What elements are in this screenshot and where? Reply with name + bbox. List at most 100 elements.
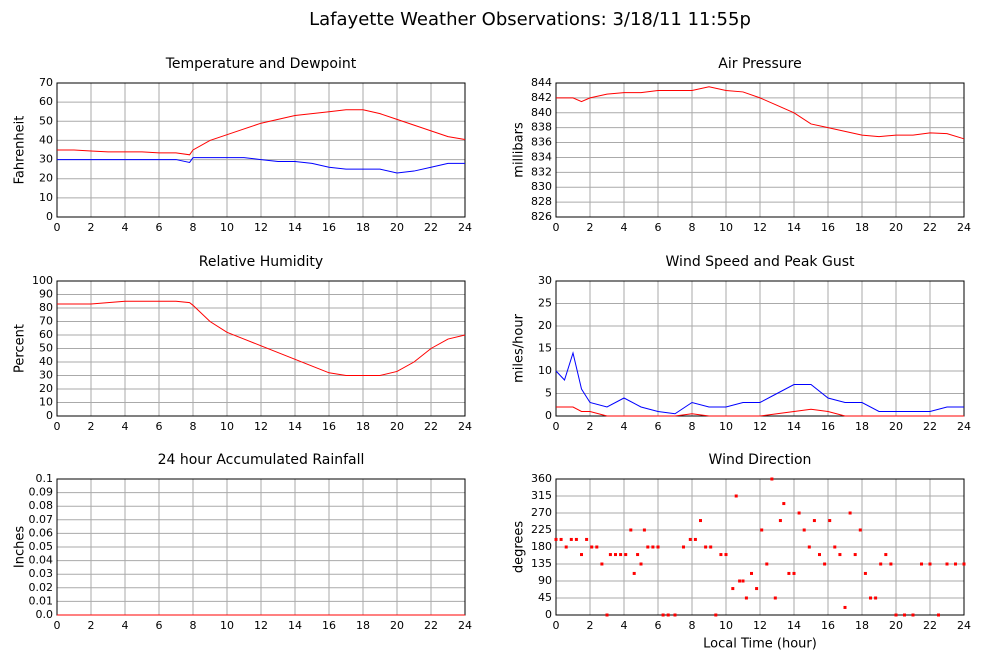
x-tick-label: 8	[190, 619, 197, 632]
x-tick-label: 6	[156, 420, 163, 433]
x-tick-label: 22	[923, 221, 937, 234]
x-tick-label: 20	[390, 619, 404, 632]
data-point	[782, 502, 786, 506]
y-tick-label: 842	[531, 91, 552, 104]
y-tick-label: 0.07	[29, 513, 54, 526]
data-point	[853, 553, 857, 557]
x-tick-label: 18	[855, 619, 869, 632]
y-tick-label: 70	[39, 315, 53, 328]
data-point	[585, 537, 589, 541]
y-axis-label: millibars	[512, 122, 527, 178]
y-tick-label: 10	[39, 191, 53, 204]
page-title: Lafayette Weather Observations: 3/18/11 …	[309, 9, 751, 30]
data-point	[838, 553, 842, 557]
plot-frame	[555, 82, 965, 218]
panel-title: Wind Speed and Peak Gust	[666, 254, 855, 270]
panel-title: 24 hour Accumulated Rainfall	[158, 452, 365, 468]
y-tick-label: 20	[39, 172, 53, 185]
data-point	[629, 528, 633, 532]
data-point	[807, 545, 811, 549]
data-line	[556, 406, 964, 417]
data-point	[642, 528, 646, 532]
y-tick-label: 0	[46, 409, 53, 422]
data-point	[823, 562, 827, 566]
data-point	[920, 562, 923, 566]
x-tick-label: 16	[322, 221, 336, 234]
data-point	[666, 613, 670, 617]
x-tick-label: 14	[288, 221, 302, 234]
x-tick-label: 16	[821, 420, 835, 433]
y-tick-label: 832	[531, 165, 552, 178]
data-line	[57, 157, 465, 174]
data-point	[833, 545, 837, 549]
x-tick-label: 10	[719, 420, 733, 433]
data-point	[651, 545, 655, 549]
data-point	[792, 571, 796, 575]
x-tick-label: 0	[54, 221, 61, 234]
y-tick-label: 0	[545, 608, 552, 621]
data-point	[812, 519, 816, 523]
y-tick-label: 0.09	[29, 486, 54, 499]
data-point	[778, 519, 782, 523]
y-tick-label: 838	[531, 121, 552, 134]
x-tick-label: 8	[190, 221, 197, 234]
y-tick-label: 135	[531, 557, 552, 570]
data-point	[731, 587, 735, 591]
x-tick-label: 24	[458, 619, 472, 632]
x-tick-label: 18	[356, 619, 370, 632]
data-point	[699, 519, 702, 523]
x-tick-label: 2	[587, 619, 594, 632]
data-point	[750, 571, 753, 575]
data-point	[704, 545, 708, 549]
data-point	[688, 537, 692, 541]
x-tick-label: 6	[156, 221, 163, 234]
data-point	[765, 562, 769, 566]
y-tick-label: 20	[538, 319, 552, 332]
y-tick-label: 30	[39, 369, 53, 382]
y-axis-label: Fahrenheit	[13, 116, 28, 185]
x-tick-label: 20	[390, 420, 404, 433]
x-tick-label: 4	[122, 619, 129, 632]
x-axis-label: Local Time (hour)	[703, 637, 817, 652]
data-point	[802, 528, 806, 532]
x-tick-label: 18	[855, 221, 869, 234]
plot-frame	[56, 280, 466, 417]
x-tick-label: 20	[390, 221, 404, 234]
y-tick-label: 225	[531, 523, 552, 536]
x-tick-label: 6	[655, 221, 662, 234]
x-tick-label: 8	[689, 420, 696, 433]
x-tick-label: 2	[88, 221, 95, 234]
data-point	[624, 553, 628, 557]
x-tick-label: 10	[719, 221, 733, 234]
data-line	[57, 109, 466, 156]
y-tick-label: 315	[531, 489, 552, 502]
x-tick-label: 22	[923, 420, 937, 433]
y-tick-label: 50	[39, 114, 53, 127]
x-tick-label: 6	[655, 619, 662, 632]
data-point	[646, 545, 650, 549]
x-tick-label: 18	[356, 420, 370, 433]
data-point	[858, 528, 862, 532]
y-tick-label: 826	[531, 210, 552, 223]
data-point	[869, 596, 872, 600]
y-tick-label: 0.1	[36, 472, 54, 485]
x-tick-label: 20	[889, 619, 903, 632]
y-tick-label: 180	[531, 540, 552, 553]
data-point	[608, 553, 612, 557]
x-tick-label: 12	[254, 420, 268, 433]
x-tick-label: 24	[458, 420, 472, 433]
y-tick-label: 5	[545, 387, 552, 400]
data-point	[661, 613, 665, 617]
y-tick-label: 90	[538, 574, 552, 587]
x-tick-label: 24	[957, 420, 971, 433]
x-tick-label: 4	[122, 221, 129, 234]
data-point	[656, 545, 660, 549]
data-point	[879, 562, 883, 566]
data-point	[709, 545, 713, 549]
y-axis-label: miles/hour	[512, 313, 527, 382]
data-point	[773, 596, 777, 600]
x-tick-label: 16	[821, 221, 835, 234]
panel-title: Air Pressure	[718, 56, 801, 72]
data-point	[945, 562, 949, 566]
y-tick-label: 90	[39, 288, 53, 301]
